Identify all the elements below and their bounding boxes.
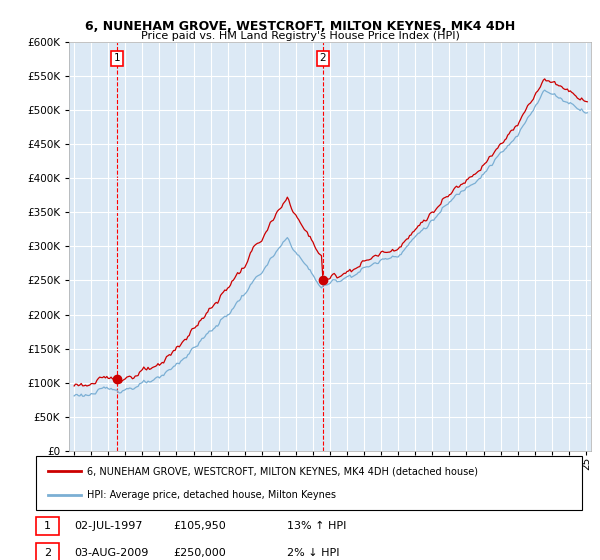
Text: 6, NUNEHAM GROVE, WESTCROFT, MILTON KEYNES, MK4 4DH: 6, NUNEHAM GROVE, WESTCROFT, MILTON KEYN…	[85, 20, 515, 32]
Text: Price paid vs. HM Land Registry's House Price Index (HPI): Price paid vs. HM Land Registry's House …	[140, 31, 460, 41]
Text: 2: 2	[320, 53, 326, 63]
Text: £250,000: £250,000	[173, 548, 226, 558]
Text: 2% ↓ HPI: 2% ↓ HPI	[287, 548, 340, 558]
Text: 2: 2	[44, 548, 51, 558]
Text: 1: 1	[44, 521, 51, 531]
Text: 1: 1	[113, 53, 120, 63]
Text: 02-JUL-1997: 02-JUL-1997	[74, 521, 142, 531]
Text: HPI: Average price, detached house, Milton Keynes: HPI: Average price, detached house, Milt…	[87, 489, 336, 500]
Text: 03-AUG-2009: 03-AUG-2009	[74, 548, 148, 558]
Text: 13% ↑ HPI: 13% ↑ HPI	[287, 521, 346, 531]
Text: £105,950: £105,950	[173, 521, 226, 531]
Text: 6, NUNEHAM GROVE, WESTCROFT, MILTON KEYNES, MK4 4DH (detached house): 6, NUNEHAM GROVE, WESTCROFT, MILTON KEYN…	[87, 466, 478, 477]
